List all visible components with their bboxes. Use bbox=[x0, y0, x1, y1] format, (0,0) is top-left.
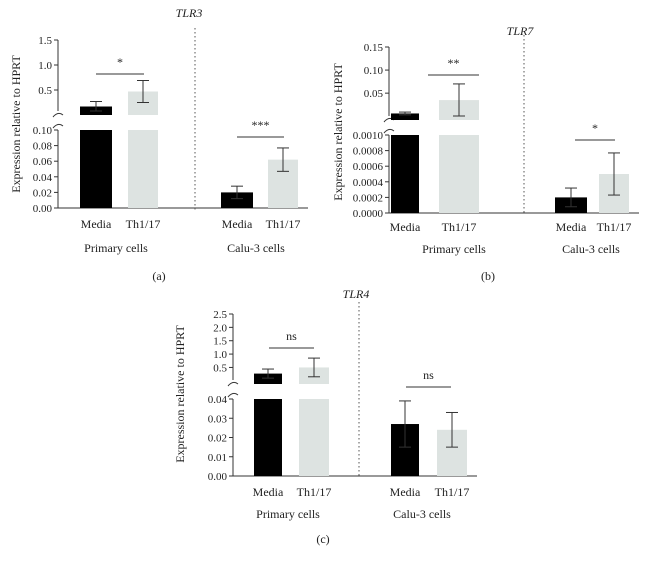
axis-break-mark bbox=[383, 128, 395, 134]
y-tick-label: 1.0 bbox=[213, 349, 227, 361]
x-group-label: Calu-3 cells bbox=[393, 507, 451, 521]
x-group-label: Calu-3 cells bbox=[227, 241, 285, 255]
y-axis-label: Expression relative to HPRT bbox=[173, 325, 187, 463]
x-category-label: Th1/17 bbox=[597, 220, 632, 234]
y-tick-label: 0.0010 bbox=[353, 130, 384, 142]
chart-panel-tlr3: TLR3 (a) Expression relative to HPRT 0.5 1.0… bbox=[9, 6, 308, 283]
significance-label: * bbox=[592, 121, 598, 135]
x-group-label: Calu-3 cells bbox=[562, 242, 620, 256]
panel-label: (a) bbox=[152, 269, 165, 283]
bar-tlr7-0-0 bbox=[391, 135, 419, 213]
y-tick-label: 0.5 bbox=[38, 85, 52, 97]
x-group-label: Primary cells bbox=[256, 507, 320, 521]
bar-tlr7-0-1 bbox=[439, 135, 479, 213]
y-tick-label: 0.01 bbox=[208, 452, 227, 464]
chart-panel-tlr7: TLR7 (b) Expression relative to HPRT 0.05 0.… bbox=[331, 24, 639, 283]
x-category-label: Th1/17 bbox=[297, 485, 332, 499]
bar-tlr7-0-0-upper bbox=[391, 113, 419, 120]
y-tick-label: 0.06 bbox=[33, 156, 53, 168]
significance-label: *** bbox=[252, 118, 270, 132]
bar-tlr3-0-1-upper bbox=[128, 91, 158, 115]
y-tick-label: 1.5 bbox=[38, 35, 52, 47]
axis-break-mark bbox=[52, 123, 64, 129]
y-tick-label: 0.03 bbox=[208, 413, 228, 425]
x-category-label: Media bbox=[390, 485, 421, 499]
x-category-label: Th1/17 bbox=[435, 485, 470, 499]
x-category-label: Media bbox=[390, 220, 421, 234]
y-tick-label: 0.0006 bbox=[353, 161, 384, 173]
panel-label: (b) bbox=[481, 269, 495, 283]
x-category-label: Media bbox=[253, 485, 284, 499]
chart-title: TLR7 bbox=[507, 24, 535, 38]
panel-label: (c) bbox=[316, 532, 329, 546]
bar-tlr4-0-0 bbox=[254, 399, 282, 476]
x-category-label: Th1/17 bbox=[266, 217, 301, 231]
bar-tlr4-0-0-upper bbox=[254, 373, 282, 384]
y-tick-label: 0.0000 bbox=[353, 208, 384, 220]
chart-panel-tlr4: TLR4 (c) Expression relative to HPRT 0.51.0… bbox=[173, 287, 477, 546]
y-tick-label: 2.0 bbox=[213, 322, 227, 334]
y-tick-label: 0.0002 bbox=[353, 192, 383, 204]
x-category-label: Th1/17 bbox=[126, 217, 161, 231]
chart-title: TLR4 bbox=[343, 287, 370, 301]
significance-label: ns bbox=[286, 329, 297, 343]
y-tick-label: 0.15 bbox=[364, 42, 384, 54]
y-tick-label: 0.00 bbox=[33, 203, 53, 215]
x-category-label: Media bbox=[222, 217, 253, 231]
y-tick-label: 0.02 bbox=[33, 187, 52, 199]
y-tick-label: 0.08 bbox=[33, 141, 53, 153]
y-tick-label: 0.04 bbox=[208, 394, 228, 406]
x-group-label: Primary cells bbox=[422, 242, 486, 256]
significance-label: ns bbox=[423, 368, 434, 382]
bar-tlr4-0-1 bbox=[299, 399, 329, 476]
y-tick-label: 2.5 bbox=[213, 309, 227, 321]
x-category-label: Th1/17 bbox=[442, 220, 477, 234]
y-tick-label: 1.5 bbox=[213, 336, 227, 348]
chart-title: TLR3 bbox=[176, 6, 203, 20]
y-tick-label: 0.10 bbox=[33, 125, 53, 137]
significance-label: * bbox=[117, 55, 123, 69]
y-tick-label: 0.04 bbox=[33, 172, 53, 184]
x-group-label: Primary cells bbox=[84, 241, 148, 255]
y-tick-label: 0.0008 bbox=[353, 146, 384, 158]
y-tick-label: 0.02 bbox=[208, 433, 227, 445]
x-category-label: Media bbox=[81, 217, 112, 231]
y-tick-label: 0.10 bbox=[364, 65, 384, 77]
bar-tlr3-0-0 bbox=[80, 130, 112, 208]
x-category-label: Media bbox=[556, 220, 587, 234]
axis-break-mark bbox=[227, 392, 239, 398]
y-axis-label: Expression relative to HPRT bbox=[331, 63, 345, 201]
y-tick-label: 0.00 bbox=[208, 471, 228, 483]
y-tick-label: 0.0004 bbox=[353, 177, 384, 189]
y-tick-label: 0.05 bbox=[364, 88, 384, 100]
axis-break-mark bbox=[52, 112, 64, 118]
significance-label: ** bbox=[448, 56, 460, 70]
bar-tlr3-0-1 bbox=[128, 130, 158, 208]
bar-tlr3-1-0 bbox=[221, 192, 253, 208]
y-axis-label: Expression relative to HPRT bbox=[9, 55, 23, 193]
axis-break-mark bbox=[227, 381, 239, 387]
y-tick-label: 1.0 bbox=[38, 60, 52, 72]
y-tick-label: 0.5 bbox=[213, 362, 227, 374]
